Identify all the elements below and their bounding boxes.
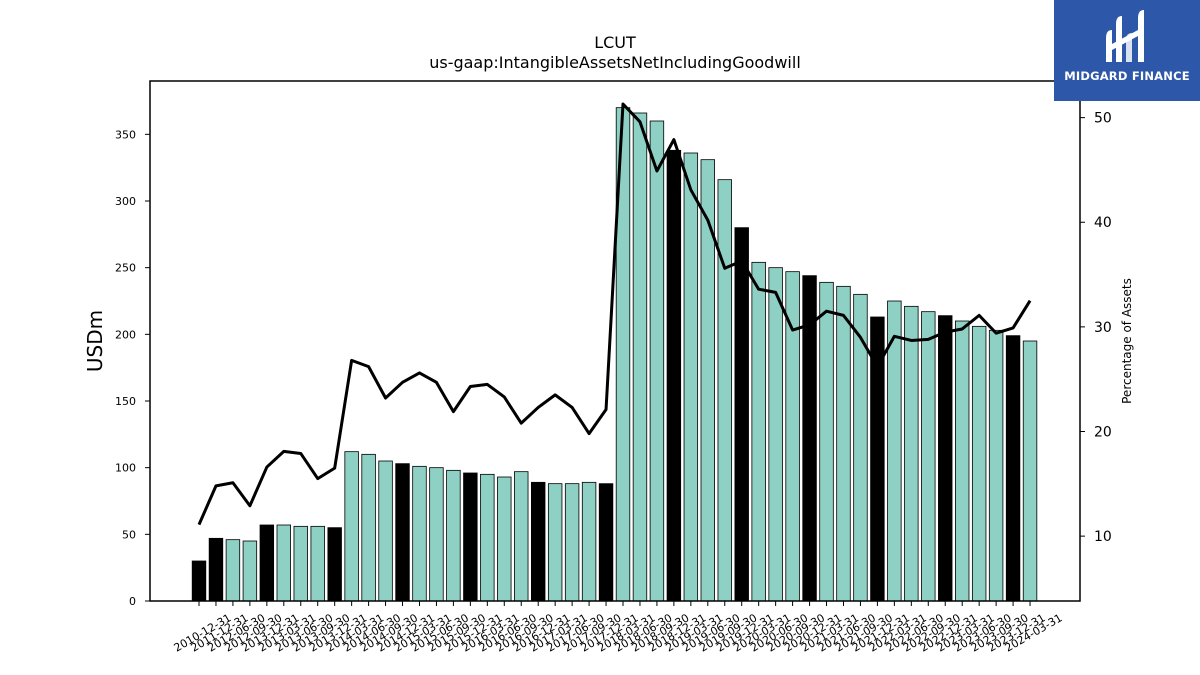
bar	[446, 469, 461, 602]
bar	[531, 481, 546, 602]
bar	[1022, 340, 1038, 602]
y-right-tick-label: 30	[1094, 320, 1112, 336]
bar	[751, 261, 766, 602]
y-tick-label: 100	[115, 462, 136, 475]
bar	[514, 471, 529, 602]
bar	[276, 524, 292, 602]
bar	[259, 524, 275, 602]
y-tick-label: 0	[129, 595, 136, 608]
bar	[395, 463, 410, 602]
bar	[734, 227, 749, 602]
bar	[293, 525, 308, 602]
y-tick-label: 50	[122, 528, 136, 541]
x-axis: 2010-12-312011-12-312012-06-302012-09-30…	[172, 601, 1065, 655]
bar	[955, 320, 970, 602]
bar	[242, 540, 258, 602]
bar	[666, 149, 682, 602]
y-axis-right: 10 20 30 40 50	[1080, 111, 1112, 545]
chart-title: LCUT	[594, 33, 636, 52]
y-tick-label: 300	[115, 195, 136, 208]
y-tick-label: 150	[115, 395, 136, 408]
y-tick-label: 350	[115, 128, 136, 141]
y-axis-right-label: Percentage of Assets	[1120, 278, 1134, 404]
bar	[564, 483, 580, 602]
bar	[547, 483, 563, 602]
bar	[836, 285, 851, 602]
bars	[191, 107, 1038, 602]
y-tick-label: 250	[115, 262, 136, 275]
logo-mark-icon	[1106, 10, 1144, 62]
bar	[700, 159, 716, 602]
bar	[581, 481, 597, 602]
bar	[497, 476, 512, 602]
y-axis-label: USDm	[83, 310, 107, 372]
percentage-line	[197, 102, 1032, 526]
bar	[480, 473, 495, 602]
bar	[819, 281, 834, 602]
bar	[632, 112, 648, 602]
bar	[921, 311, 936, 602]
bar	[649, 120, 665, 602]
bar	[327, 527, 342, 602]
bar	[344, 451, 359, 602]
logo-text: MIDGARD FINANCE	[1064, 69, 1190, 83]
y-right-tick-label: 20	[1094, 425, 1112, 441]
bar	[208, 537, 224, 602]
bar	[988, 329, 1004, 602]
bar	[768, 267, 783, 602]
chart-subtitle: us-gaap:IntangibleAssetsNetIncludingGood…	[429, 53, 801, 72]
bar	[683, 152, 699, 602]
y-right-tick-label: 50	[1094, 111, 1112, 127]
y-axis-left: 0 50 100 150 200 250 300 350	[115, 128, 150, 608]
bar	[429, 467, 444, 602]
plot-frame	[149, 80, 1081, 602]
brand-logo: MIDGARD FINANCE	[1054, 0, 1200, 101]
bar	[938, 315, 953, 602]
bar	[191, 560, 207, 602]
bar	[463, 472, 478, 602]
bar	[717, 179, 732, 602]
bar	[1005, 335, 1021, 602]
bar	[378, 460, 393, 602]
bar	[310, 525, 325, 602]
bar	[598, 483, 614, 602]
y-right-tick-label: 40	[1094, 215, 1112, 231]
y-right-tick-label: 10	[1094, 529, 1112, 545]
bar	[971, 325, 987, 602]
bar	[412, 465, 427, 602]
y-tick-label: 200	[115, 328, 136, 341]
bar	[361, 453, 376, 602]
bar	[904, 305, 919, 602]
bar	[225, 539, 241, 602]
